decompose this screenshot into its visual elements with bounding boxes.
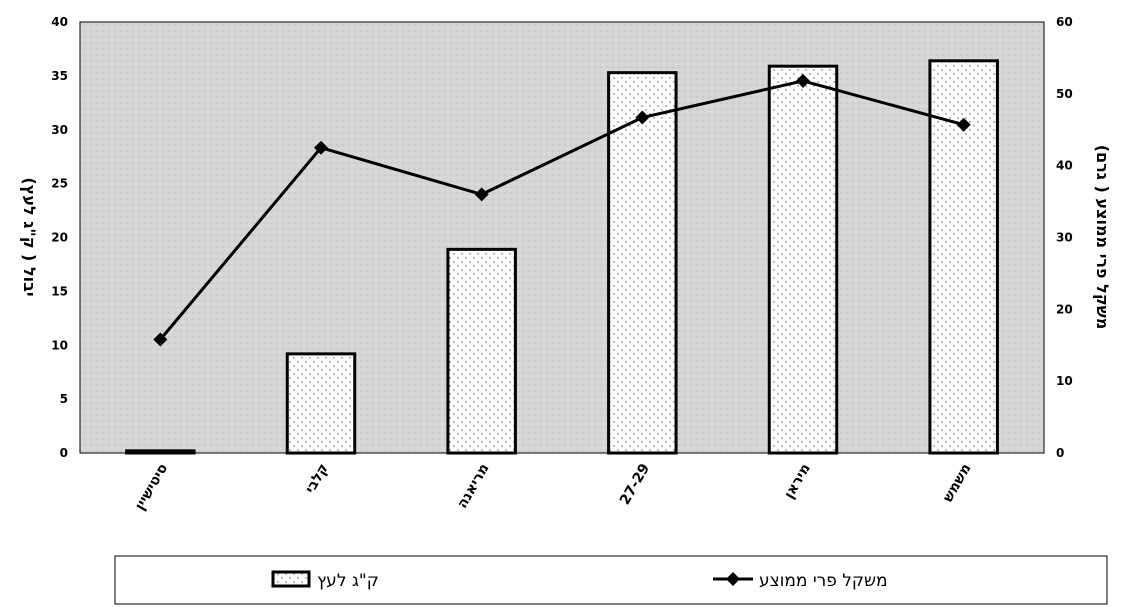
bar <box>125 449 196 455</box>
y-tick-label: 35 <box>51 69 68 83</box>
x-tick-label: קלבי <box>302 461 332 496</box>
legend-box <box>114 555 1108 605</box>
y2-tick-label: 60 <box>1056 15 1073 29</box>
y-tick-label: 20 <box>51 231 68 245</box>
line-point <box>635 110 650 125</box>
legend-bar-label: ק"ג לעץ <box>317 571 379 591</box>
x-tick-label: משמש <box>940 461 975 505</box>
y2-tick-label: 10 <box>1056 374 1073 388</box>
legend-line-marker <box>726 572 740 586</box>
line-point <box>796 73 810 88</box>
y-tick-label: 25 <box>51 177 68 191</box>
legend-line-label: משקל פרי ממוצע <box>759 571 888 591</box>
x-tick-label: מיראן <box>781 461 814 502</box>
bar <box>285 352 357 455</box>
y-tick-label: 5 <box>60 392 68 406</box>
line-point <box>474 187 489 202</box>
y-tick-label: 30 <box>51 123 68 137</box>
y-tick-label: 40 <box>51 15 68 29</box>
y2-axis-title: משקל פרי ממוצע ( גרם) <box>1093 145 1112 330</box>
legend-bar-swatch <box>271 570 311 588</box>
y-tick-label: 10 <box>51 338 68 352</box>
x-tick-label: 27-29 <box>617 461 653 508</box>
x-tick-label: סיטישיין <box>132 461 171 513</box>
series-line <box>159 79 965 341</box>
y-axis-title: יבול ( ק"ג לעץ) <box>20 177 39 296</box>
legend: ק"ג לעץ משקל פרי ממוצע <box>114 555 1108 605</box>
y2-tick-label: 50 <box>1056 87 1073 101</box>
y2-tick-label: 40 <box>1056 159 1073 173</box>
line-point <box>314 140 328 155</box>
y2-tick-label: 0 <box>1056 446 1064 460</box>
bar <box>446 247 517 455</box>
line-point <box>153 332 168 347</box>
line-point <box>956 117 971 132</box>
y2-tick-label: 20 <box>1056 302 1073 316</box>
bar <box>607 71 678 455</box>
y-tick-label: 15 <box>51 284 68 298</box>
y2-tick-label: 30 <box>1056 231 1073 245</box>
plot-area <box>79 21 1045 454</box>
y-tick-label: 0 <box>60 446 68 460</box>
x-tick-label: מריאנה <box>454 461 492 511</box>
bar <box>767 64 839 455</box>
